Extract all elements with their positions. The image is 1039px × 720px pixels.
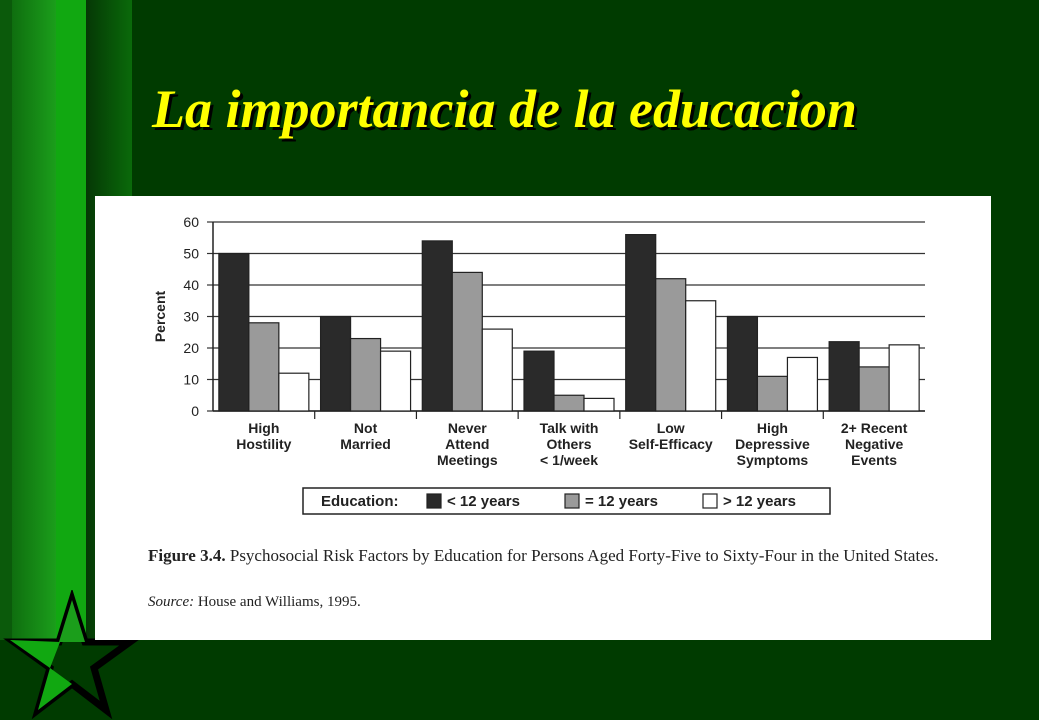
stripe-mid [12, 0, 56, 640]
bar [349, 337, 382, 412]
x-category-label: Symptoms [737, 452, 809, 468]
x-category-label: Events [851, 452, 897, 468]
bar [625, 233, 657, 412]
bar-chart: 0102030405060PercentHighHostilityNotMarr… [152, 214, 925, 515]
x-category-label: < 1/week [540, 452, 598, 468]
bar [319, 315, 352, 412]
bar [523, 350, 555, 412]
x-category-label: Hostility [236, 436, 291, 452]
x-category-label: 2+ Recent [841, 420, 908, 436]
bar [655, 278, 687, 412]
bar [421, 240, 453, 412]
legend-swatch [564, 493, 580, 509]
source-label: Source: [148, 594, 195, 610]
legend-box [302, 487, 831, 515]
star-icon [3, 590, 141, 720]
y-tick-label: 20 [183, 340, 199, 356]
x-category-label: Attend [445, 436, 489, 452]
bar [685, 300, 717, 412]
bar [379, 350, 412, 412]
y-tick-label: 60 [183, 214, 199, 230]
x-category-label: Depressive [735, 436, 810, 452]
bar [248, 322, 280, 412]
x-category-label: Meetings [437, 452, 498, 468]
bar [726, 315, 759, 412]
bar [858, 366, 890, 412]
bar [451, 271, 483, 412]
stripe-dark [0, 0, 12, 640]
x-category-label: High [757, 420, 788, 436]
legend-swatch [702, 493, 718, 509]
slide-title: La importancia de la educacion [152, 79, 857, 139]
y-tick-label: 0 [191, 403, 199, 419]
x-category-label: Married [340, 436, 391, 452]
bar [583, 397, 615, 412]
legend-title: Education: [321, 493, 399, 510]
x-category-label: Others [546, 436, 591, 452]
x-category-label: Negative [845, 436, 904, 452]
bar [553, 394, 585, 412]
figure-panel: 0 10 20 30 40 50 60 Percent High Hostility Not Marr… [95, 196, 991, 640]
bar [278, 372, 310, 412]
bar [786, 356, 819, 412]
bar [828, 341, 860, 412]
x-category-label: High [248, 420, 279, 436]
source-text: House and Williams, 1995. [197, 594, 361, 610]
y-axis-label: Percent [152, 290, 168, 342]
bar [888, 344, 920, 412]
x-category-label: Not [354, 420, 378, 436]
bar [481, 328, 513, 412]
x-category-label: Talk with [540, 420, 599, 436]
x-category-label: Self-Efficacy [629, 436, 713, 452]
y-tick-label: 10 [183, 372, 199, 388]
figure-source: Source: House and Williams, 1995. [148, 594, 361, 611]
legend-label: < 12 years [447, 493, 520, 510]
legend-label: = 12 years [585, 493, 658, 510]
bar [218, 252, 250, 412]
bar [756, 375, 789, 412]
legend-label: > 12 years [723, 493, 796, 510]
figure-caption: Figure 3.4. Psychosocial Risk Factors by… [148, 544, 968, 568]
x-category-label: Low [657, 420, 685, 436]
figure-number: Figure 3.4. [148, 546, 226, 565]
y-tick-label: 50 [183, 246, 199, 262]
x-category-label: Never [448, 420, 487, 436]
stripe-bright [56, 0, 86, 640]
figure-caption-text: Psychosocial Risk Factors by Education f… [229, 546, 939, 565]
legend-swatch [426, 493, 442, 509]
y-tick-label: 30 [183, 309, 199, 325]
y-tick-label: 40 [183, 277, 199, 293]
